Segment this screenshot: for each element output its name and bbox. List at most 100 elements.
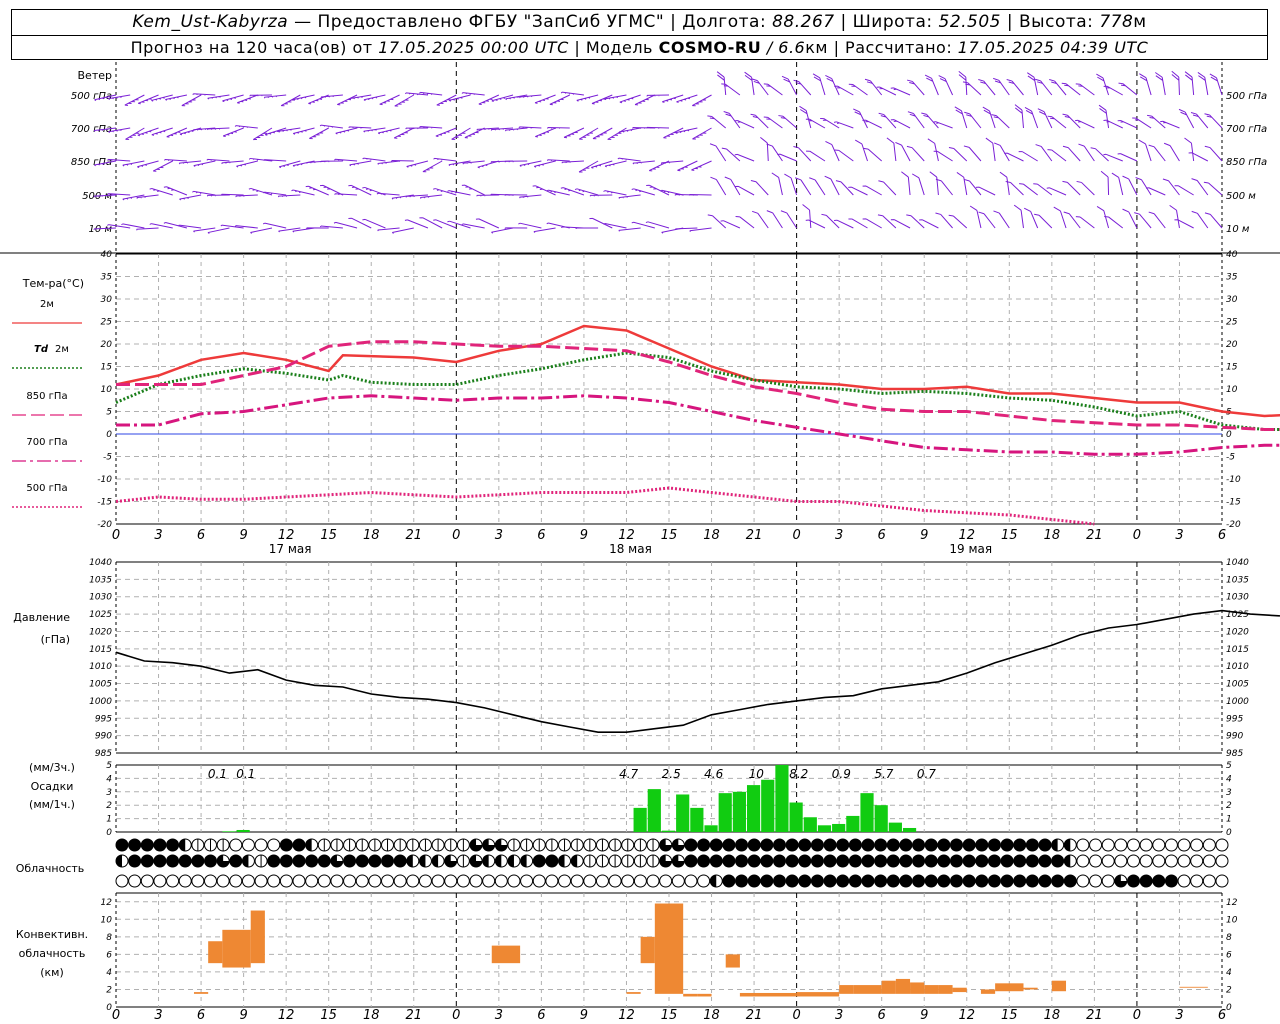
conv-cloud-bar <box>1051 980 1067 992</box>
cloud-circle <box>962 838 976 852</box>
wind-barb <box>589 194 613 197</box>
cloud-circle <box>1101 874 1115 888</box>
wind-barb <box>793 79 812 96</box>
wind-barb <box>692 94 712 107</box>
cloud-cover-symbol <box>975 838 989 852</box>
wind-barb <box>751 78 769 96</box>
cloud-circle <box>848 854 862 868</box>
wind-barb <box>575 227 599 230</box>
cloud-cover-symbol <box>823 838 837 852</box>
cloud-cover-symbol <box>241 838 255 852</box>
cloud-circle <box>1025 854 1039 868</box>
cloud-cover-symbol <box>937 874 951 888</box>
bottom-x-tick: 0 <box>112 1008 120 1023</box>
conv-y-tick-right: 4 <box>1226 968 1232 978</box>
wind-barb <box>1100 170 1110 196</box>
cloud-cover-symbol <box>267 854 281 868</box>
cloud-circle <box>798 854 812 868</box>
cloud-cover-symbol <box>810 838 824 852</box>
wind-barb <box>674 193 698 196</box>
cloud-circle <box>1139 838 1153 852</box>
wind-barb <box>1117 153 1138 162</box>
cloud-cover-symbol <box>836 838 850 852</box>
precip-bar <box>222 831 236 832</box>
wind-barb <box>985 137 996 162</box>
wind-barb <box>1118 82 1138 96</box>
wind-barb <box>766 210 783 229</box>
cloud-circle <box>937 838 951 852</box>
cloud-cover-symbol <box>684 854 698 868</box>
temp-y-tick-left: -20 <box>97 520 112 530</box>
precip-bar <box>789 802 803 832</box>
temp-x-tick: 9 <box>239 528 247 543</box>
wind-barb <box>363 127 386 133</box>
cloud-circle <box>292 874 306 888</box>
conv-y-tick-left: 2 <box>106 985 112 995</box>
wind-barb <box>1034 213 1053 229</box>
conv-cloud-bar <box>626 992 641 994</box>
cloud-cover-symbol <box>1164 874 1178 888</box>
precip-total-label: 4.7 <box>619 767 638 781</box>
cloud-cover-symbol <box>874 838 888 852</box>
cloud-cover-symbol <box>987 854 1001 868</box>
wind-barb <box>433 188 457 196</box>
wind-barb <box>546 189 570 196</box>
wind-barb <box>137 127 159 137</box>
wind-barb <box>464 127 485 139</box>
wind-barb <box>278 160 301 169</box>
cloud-cover-symbol <box>570 874 584 888</box>
wind-barb <box>935 178 953 196</box>
cloud-circle <box>292 838 306 852</box>
cloud-circle <box>798 874 812 888</box>
cloud-cover-symbol <box>229 874 243 888</box>
cloud-cover-symbol <box>166 854 180 868</box>
wind-barb <box>405 194 428 198</box>
conv-axis-label: Конвективн. <box>16 928 88 941</box>
cloud-half <box>1064 855 1071 867</box>
cloud-cover-symbol <box>520 838 534 852</box>
cloud-circle <box>735 874 749 888</box>
wind-barb <box>433 157 457 162</box>
wind-barb <box>617 157 641 162</box>
wind-barb <box>876 86 897 96</box>
cloud-circle <box>949 854 963 868</box>
cloud-circle <box>1101 838 1115 852</box>
cloud-circle <box>418 874 432 888</box>
wind-barb <box>1013 204 1024 229</box>
cloud-circle <box>987 874 1001 888</box>
cloud-circle <box>1152 854 1166 868</box>
model-name: COSMO-RU <box>658 38 762 57</box>
conv-y-tick-right: 10 <box>1226 915 1238 925</box>
wind-barb <box>433 219 457 229</box>
cloud-cover-symbol <box>532 874 546 888</box>
cloud-cover-symbol <box>836 874 850 888</box>
cloud-circle <box>204 874 218 888</box>
conv-cloud-bar <box>853 985 882 994</box>
wind-barb <box>691 160 712 171</box>
wind-barb <box>532 185 556 196</box>
cloud-circle <box>735 854 749 868</box>
pressure-axis-label: Давление <box>13 611 70 624</box>
cloud-circle <box>912 838 926 852</box>
cloud-cover-symbol <box>494 854 508 868</box>
latitude-label: | Широта: <box>840 12 933 32</box>
cloud-circle <box>823 874 837 888</box>
cloud-cover-symbol <box>912 854 926 868</box>
bottom-x-tick: 6 <box>1218 1008 1226 1023</box>
wind-barb <box>334 158 358 162</box>
cloud-cover-symbol <box>836 854 850 868</box>
wind-barb <box>505 94 528 101</box>
conv-y-tick-left: 4 <box>106 968 112 978</box>
wind-barb <box>781 75 798 96</box>
wind-barb <box>221 160 244 165</box>
day-label: 18 мая <box>609 542 652 556</box>
precip-bar <box>874 805 888 832</box>
wind-barb <box>309 127 329 140</box>
cloud-circle <box>216 874 230 888</box>
temp-x-tick: 6 <box>1218 528 1226 543</box>
wind-barb <box>263 191 287 196</box>
legend-td-label: Td <box>34 344 49 355</box>
wind-barb <box>178 160 202 165</box>
wind-barb <box>1197 72 1209 96</box>
cloud-circle <box>1215 838 1229 852</box>
